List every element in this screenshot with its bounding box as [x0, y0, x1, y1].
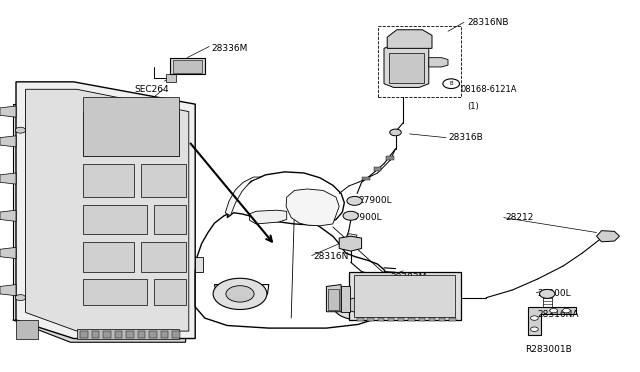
- Bar: [170, 58, 205, 74]
- Polygon shape: [227, 172, 344, 225]
- Bar: [154, 279, 186, 305]
- Polygon shape: [13, 305, 186, 342]
- Text: 27900L: 27900L: [358, 196, 392, 205]
- Bar: [408, 318, 415, 321]
- Polygon shape: [0, 106, 16, 117]
- Circle shape: [343, 211, 358, 220]
- Polygon shape: [26, 89, 189, 331]
- Polygon shape: [0, 210, 16, 221]
- Circle shape: [346, 298, 371, 312]
- Circle shape: [550, 308, 557, 313]
- Bar: [449, 318, 456, 321]
- Bar: [115, 331, 122, 338]
- Bar: [173, 60, 202, 73]
- Polygon shape: [384, 45, 429, 87]
- Polygon shape: [16, 320, 38, 339]
- Text: 28336M: 28336M: [211, 44, 248, 53]
- Bar: [80, 331, 88, 338]
- Bar: [341, 286, 350, 312]
- Bar: [398, 318, 404, 321]
- Bar: [349, 272, 461, 320]
- Bar: [439, 318, 445, 321]
- Bar: [103, 331, 111, 338]
- Circle shape: [443, 79, 460, 89]
- Polygon shape: [0, 136, 16, 147]
- Polygon shape: [225, 177, 261, 216]
- Polygon shape: [0, 173, 16, 184]
- Polygon shape: [286, 189, 339, 226]
- Text: 27900L: 27900L: [349, 213, 383, 222]
- Circle shape: [213, 278, 267, 310]
- Circle shape: [226, 286, 254, 302]
- Polygon shape: [326, 285, 341, 312]
- Polygon shape: [346, 234, 357, 239]
- Text: SEC264: SEC264: [134, 85, 169, 94]
- Bar: [328, 289, 339, 310]
- Bar: [388, 318, 394, 321]
- Polygon shape: [16, 82, 195, 339]
- Bar: [126, 331, 134, 338]
- Circle shape: [563, 308, 570, 313]
- Polygon shape: [0, 247, 16, 259]
- Text: (1): (1): [467, 102, 479, 110]
- Bar: [378, 26, 461, 97]
- Circle shape: [347, 196, 362, 205]
- Circle shape: [531, 316, 538, 320]
- Polygon shape: [214, 285, 269, 302]
- Polygon shape: [166, 74, 176, 82]
- Text: 28316NA: 28316NA: [538, 310, 579, 319]
- Polygon shape: [387, 30, 432, 48]
- Polygon shape: [429, 58, 448, 67]
- Text: R283001B: R283001B: [525, 345, 572, 354]
- Text: 08168-6121A: 08168-6121A: [461, 85, 517, 94]
- Circle shape: [15, 127, 26, 133]
- Bar: [154, 205, 186, 234]
- Bar: [419, 318, 425, 321]
- Bar: [389, 53, 424, 83]
- Text: B: B: [449, 81, 453, 86]
- Text: 28316NB: 28316NB: [467, 18, 509, 27]
- Polygon shape: [596, 231, 620, 242]
- Circle shape: [333, 290, 384, 320]
- Bar: [429, 318, 435, 321]
- Circle shape: [531, 327, 538, 331]
- Bar: [83, 164, 134, 197]
- Polygon shape: [362, 177, 370, 180]
- Bar: [141, 242, 186, 272]
- Bar: [354, 275, 455, 317]
- Polygon shape: [83, 97, 179, 156]
- Bar: [83, 242, 134, 272]
- Polygon shape: [339, 236, 362, 251]
- Bar: [195, 257, 203, 272]
- Bar: [172, 331, 180, 338]
- Polygon shape: [13, 104, 64, 320]
- Bar: [378, 318, 384, 321]
- Text: 28212: 28212: [506, 213, 534, 222]
- Polygon shape: [250, 210, 287, 224]
- Circle shape: [540, 289, 555, 298]
- Polygon shape: [0, 285, 16, 296]
- Circle shape: [15, 295, 26, 301]
- Polygon shape: [333, 293, 383, 313]
- Bar: [357, 318, 364, 321]
- Text: 28316B: 28316B: [448, 133, 483, 142]
- Bar: [141, 164, 186, 197]
- Text: 28316N: 28316N: [314, 252, 349, 261]
- Bar: [83, 205, 147, 234]
- Bar: [83, 112, 179, 156]
- Polygon shape: [195, 208, 396, 328]
- Polygon shape: [374, 167, 381, 171]
- Text: 28383M: 28383M: [390, 273, 427, 282]
- Bar: [77, 329, 179, 339]
- Bar: [92, 331, 99, 338]
- Bar: [138, 331, 145, 338]
- Bar: [149, 331, 157, 338]
- Polygon shape: [386, 156, 394, 160]
- Circle shape: [390, 129, 401, 136]
- Bar: [83, 279, 147, 305]
- Bar: [161, 331, 168, 338]
- Bar: [367, 318, 374, 321]
- Text: 27900L: 27900L: [538, 289, 572, 298]
- Polygon shape: [528, 307, 576, 335]
